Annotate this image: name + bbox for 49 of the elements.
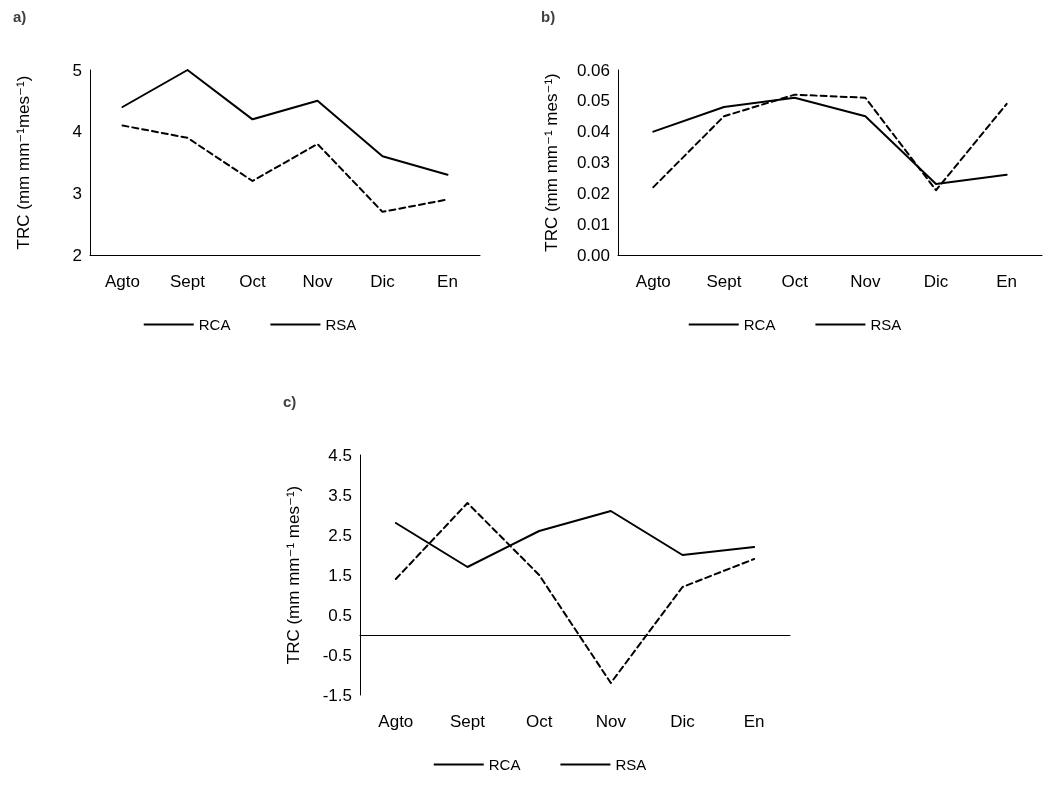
y-axis-title: TRC (mm mm⁻¹mes⁻¹): [14, 75, 33, 250]
x-tick-label: Oct: [781, 272, 809, 291]
y-tick-label: -1.5: [322, 685, 352, 705]
y-tick-label: 2.5: [328, 525, 352, 545]
legend-label: RSA: [870, 316, 902, 333]
y-tick-label: 3.5: [328, 485, 352, 505]
x-tick-label: Dic: [370, 272, 396, 291]
y-axis-title: TRC (mm mm⁻¹ mes⁻¹): [542, 73, 561, 252]
legend-label: RCA: [743, 316, 776, 333]
y-tick-label: 5: [72, 60, 82, 80]
x-tick-label: Agto: [105, 272, 140, 291]
x-tick-label: En: [996, 272, 1018, 291]
y-tick-label: 0.03: [576, 153, 610, 172]
y-tick-label: 0.06: [576, 60, 610, 80]
y-tick-label: -0.5: [322, 645, 352, 665]
x-tick-label: En: [437, 272, 458, 291]
x-tick-label: Nov: [595, 712, 627, 731]
x-tick-label: En: [743, 712, 765, 731]
chart-title: c): [283, 393, 297, 410]
y-tick-label: 0.5: [328, 605, 352, 625]
y-tick-label: 4.5: [328, 445, 352, 465]
y-tick-label: 0.04: [576, 122, 610, 142]
y-axis-title: TRC (mm mm⁻¹ mes⁻¹): [284, 485, 303, 665]
x-tick-label: Agto: [635, 272, 671, 291]
x-tick-label: Nov: [850, 272, 881, 291]
y-tick-label: 0.05: [576, 91, 610, 111]
x-tick-label: Sept: [706, 272, 742, 291]
y-tick-label: 0.00: [576, 245, 610, 265]
chart-title: a): [13, 8, 27, 25]
legend-label: RSA: [325, 316, 357, 333]
x-tick-label: Sept: [450, 712, 486, 731]
x-tick-label: Oct: [239, 272, 266, 291]
y-tick-label: 0.01: [576, 214, 610, 234]
legend-label: RCA: [488, 756, 521, 773]
legend-label: RCA: [198, 316, 231, 333]
x-tick-label: Dic: [923, 272, 949, 291]
x-tick-label: Sept: [170, 272, 206, 291]
y-tick-label: 0.02: [576, 183, 610, 203]
legend-label: RSA: [615, 756, 647, 773]
y-tick-label: 4: [72, 122, 82, 142]
x-tick-label: Nov: [302, 272, 334, 291]
y-tick-label: 1.5: [328, 565, 352, 585]
x-tick-label: Oct: [525, 712, 553, 731]
line-series: [121, 69, 449, 176]
y-tick-label: 3: [72, 183, 82, 203]
y-tick-label: 2: [72, 245, 82, 265]
chart-title: b): [541, 8, 556, 25]
x-tick-label: Agto: [378, 712, 414, 731]
x-tick-label: Dic: [670, 712, 696, 731]
